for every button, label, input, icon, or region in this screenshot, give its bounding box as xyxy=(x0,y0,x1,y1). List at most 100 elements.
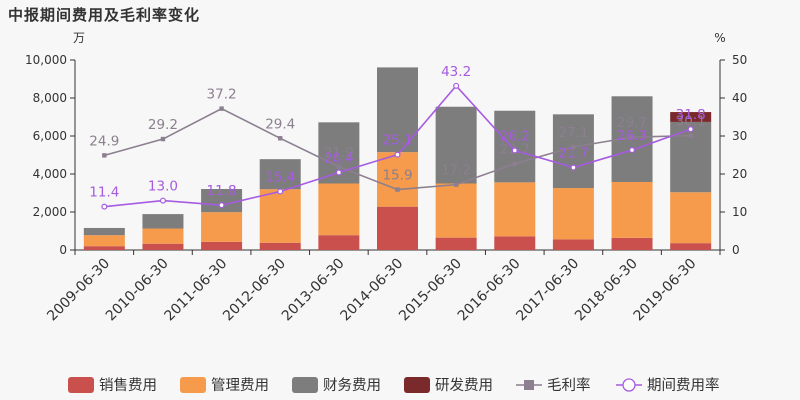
y-tick-label-left: 4,000 xyxy=(33,167,67,181)
bar-segment xyxy=(494,182,536,237)
data-label: 29.2 xyxy=(148,117,178,133)
bar-segment xyxy=(670,192,712,244)
data-label: 15.9 xyxy=(382,168,412,184)
y-tick-label-right: 20 xyxy=(732,167,747,181)
data-label: 21.7 xyxy=(558,146,588,162)
bar-segment xyxy=(259,242,301,250)
legend-label: 销售费用 xyxy=(99,377,157,394)
y-unit-right: % xyxy=(714,31,725,45)
legend-label: 期间费用率 xyxy=(647,377,720,394)
bar-segment xyxy=(201,241,243,250)
line-point xyxy=(159,197,166,204)
legend-swatch xyxy=(292,377,318,393)
y-tick-label-left: 10,000 xyxy=(25,53,67,67)
line-point xyxy=(278,136,283,141)
line-point xyxy=(571,144,576,150)
line-point xyxy=(218,202,225,209)
line-point xyxy=(570,164,577,171)
data-label: 26.2 xyxy=(500,128,530,144)
bar-segment xyxy=(670,121,712,193)
data-label: 30.1 xyxy=(676,114,706,130)
bar-segment xyxy=(552,188,594,240)
bar-segment xyxy=(83,246,125,250)
line-point xyxy=(160,136,166,142)
y-tick-label-left: 8,000 xyxy=(33,91,67,105)
data-label: 15.4 xyxy=(265,169,295,185)
bar-segment xyxy=(377,206,418,250)
bar-segment xyxy=(142,228,184,244)
bar-segment xyxy=(259,159,301,190)
data-label: 25.1 xyxy=(382,133,412,149)
bar-segment xyxy=(670,243,712,250)
y-tick-label-left: 2,000 xyxy=(33,205,67,219)
bar-segment xyxy=(670,112,712,122)
bar-segment xyxy=(201,212,243,242)
line-point xyxy=(687,126,694,133)
y-tick-label-left: 6,000 xyxy=(33,129,67,143)
line-point xyxy=(395,187,400,192)
data-label: 31.8 xyxy=(676,107,706,123)
y-tick-label-right: 0 xyxy=(732,243,740,257)
bar-segment xyxy=(201,189,243,213)
data-label: 29.4 xyxy=(265,116,295,132)
bar-segment xyxy=(611,181,653,238)
line-point xyxy=(512,161,517,166)
y-tick-label-right: 30 xyxy=(732,129,747,143)
line-point xyxy=(453,82,460,89)
line-point xyxy=(629,134,635,140)
bar-segment xyxy=(435,106,477,184)
line-point xyxy=(453,182,459,187)
bar-segment xyxy=(142,214,184,229)
line-point xyxy=(101,203,108,210)
data-label: 26.3 xyxy=(617,128,647,144)
y-unit-left: 万 xyxy=(73,31,85,45)
y-tick-label-left: 0 xyxy=(59,243,67,257)
bar-segment xyxy=(377,152,418,207)
legend-label: 管理费用 xyxy=(211,377,269,394)
bar-segment xyxy=(494,110,536,183)
bar-segment xyxy=(83,235,125,247)
line-point xyxy=(688,133,693,138)
bar-segment xyxy=(552,239,594,250)
line-point xyxy=(336,164,342,169)
data-label: 37.2 xyxy=(207,87,237,103)
legend-marker xyxy=(524,380,534,390)
data-label: 11.8 xyxy=(207,183,237,199)
line-point xyxy=(219,106,224,111)
data-label: 43.2 xyxy=(441,64,471,80)
chart-title: 中报期间费用及毛利率变化 xyxy=(8,6,201,24)
data-label: 17.2 xyxy=(441,163,471,179)
data-label: 27.1 xyxy=(558,125,588,141)
line-point xyxy=(629,147,636,154)
line-point xyxy=(277,188,284,195)
data-label: 20.4 xyxy=(324,150,354,166)
bar-segment xyxy=(435,237,477,250)
line-point xyxy=(102,153,107,158)
bar-segment xyxy=(259,189,301,243)
bar-segment xyxy=(318,235,360,250)
legend-marker xyxy=(622,378,636,392)
x-tick-label: 2019-06-30 xyxy=(631,256,700,325)
data-label: 24.9 xyxy=(89,133,119,149)
data-label: 13.0 xyxy=(148,179,178,195)
data-label: 21.9 xyxy=(324,145,354,161)
legend-label: 财务费用 xyxy=(323,377,381,394)
line-point xyxy=(511,147,518,154)
legend-swatch xyxy=(180,377,206,393)
bar-segment xyxy=(494,236,536,250)
legend-label: 研发费用 xyxy=(435,377,493,394)
legend-label: 毛利率 xyxy=(547,377,591,394)
bar-segment xyxy=(318,183,360,236)
y-tick-label-right: 10 xyxy=(732,205,747,219)
legend-swatch xyxy=(404,377,430,393)
data-label: 29.7 xyxy=(617,115,647,131)
bar-segment xyxy=(142,243,184,250)
bar-segment xyxy=(611,237,653,250)
legend-swatch xyxy=(68,377,94,393)
bar-segment xyxy=(435,183,477,238)
line-point xyxy=(335,169,342,176)
y-tick-label-right: 40 xyxy=(732,91,747,105)
y-tick-label-right: 50 xyxy=(732,53,747,67)
line-point xyxy=(394,151,401,158)
